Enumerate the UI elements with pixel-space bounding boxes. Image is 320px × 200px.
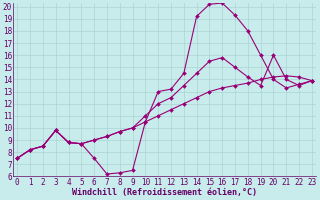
X-axis label: Windchill (Refroidissement éolien,°C): Windchill (Refroidissement éolien,°C) [72, 188, 257, 197]
